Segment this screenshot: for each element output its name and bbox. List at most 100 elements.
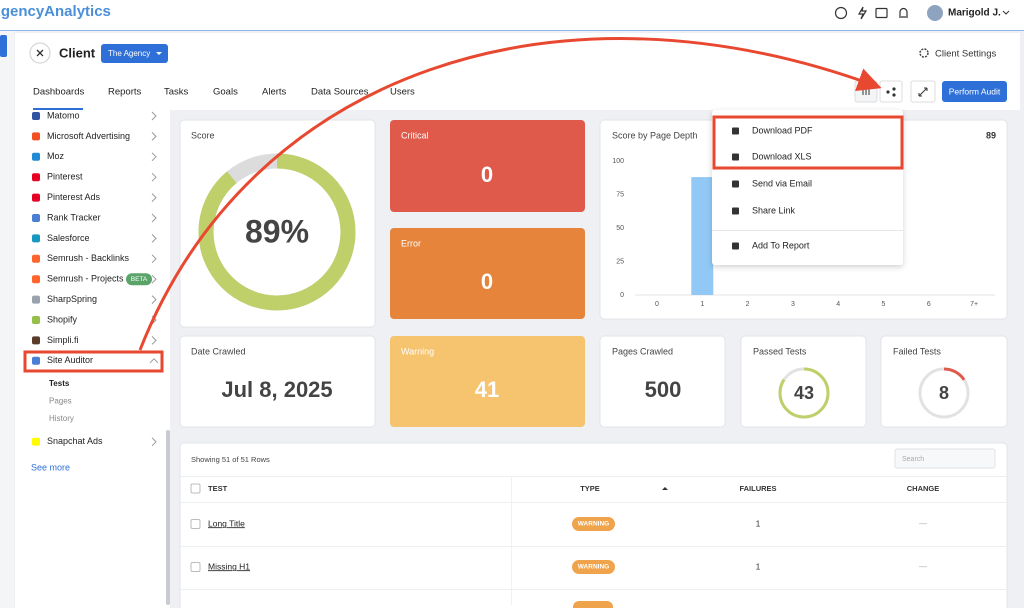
y-tick-label: 25 [616,258,624,265]
sidebar-item[interactable]: Rank Tracker [47,212,101,222]
chart-summary: 89 [986,130,996,140]
test-link[interactable]: Long Title [208,518,245,528]
user-name[interactable]: Marigold J. [948,8,1001,19]
integration-icon [32,254,40,263]
page-title: Client [59,45,96,60]
column-header[interactable]: FAILURES [739,484,776,493]
failures: 1 [756,518,761,528]
tab[interactable]: Alerts [262,87,287,98]
chevron[interactable] [149,358,159,364]
chevron[interactable] [151,295,157,304]
x-tick-label: 2 [746,301,750,308]
warning-card[interactable] [390,336,585,427]
header-checkbox[interactable] [190,483,201,494]
menu-item[interactable]: Add To Report [752,240,810,250]
chevron[interactable] [151,274,157,284]
x-tick-label: 3 [791,301,795,308]
chevron[interactable] [151,152,157,162]
sidebar-item[interactable]: Simpli.fi [47,335,79,345]
user-caret [1002,10,1010,15]
integration-icon [32,112,40,120]
tab[interactable]: Reports [108,87,142,98]
chevron[interactable] [151,234,157,243]
sidebar-item[interactable]: Pinterest Ads [47,192,101,202]
search-box[interactable] [894,448,996,469]
chevron[interactable] [151,193,157,202]
chevron[interactable] [151,132,157,141]
error-value: 0 [481,269,493,294]
sidebar-subitem[interactable]: History [49,414,74,423]
integration-icon [32,275,40,284]
error-card[interactable] [390,228,585,319]
chevron[interactable] [151,213,157,223]
avatar[interactable] [927,5,943,21]
chevron[interactable] [151,437,157,447]
menu-item[interactable]: Download PDF [752,125,813,135]
perform-audit-label[interactable]: Perform Audit [949,86,1001,96]
bell-icon[interactable] [899,7,908,18]
sidebar-item[interactable]: Microsoft Advertising [47,131,130,141]
perform-audit-button[interactable] [942,81,1007,102]
chevron[interactable] [151,172,157,182]
client-dropdown[interactable] [101,44,168,63]
tab[interactable]: Dashboards [33,87,84,98]
sidebar-item[interactable]: Semrush - Projects [47,274,124,284]
highlight-site-auditor [23,350,164,373]
column-header[interactable]: CHANGE [907,484,940,493]
change: — [919,562,927,571]
integration-icon [32,132,40,141]
folder-icon[interactable] [875,7,888,19]
score-label: Score [191,130,215,140]
column-header[interactable]: TYPE [580,484,600,493]
sidebar-item[interactable]: Shopify [47,314,78,324]
chevron[interactable] [151,111,157,121]
client-name[interactable]: The Agency [108,49,150,58]
y-tick-label: 100 [612,158,624,165]
share-button[interactable] [879,80,903,103]
sidebar-item[interactable]: SharpSpring [47,294,97,304]
menu-icon [732,207,739,215]
sidebar-item[interactable]: Site Auditor [47,355,93,365]
logo[interactable]: AgencyAnalytics [0,3,111,20]
failed-tests-value: 8 [939,383,949,403]
see-more-link[interactable]: See more [31,463,70,473]
change: — [919,519,927,528]
expand-icon [918,87,928,97]
failures: 1 [756,561,761,571]
tab[interactable]: Goals [213,87,238,98]
sidebar-item[interactable]: Semrush - Backlinks [47,253,130,263]
menu-item[interactable]: Download XLS [752,151,812,161]
test-link[interactable]: Missing H1 [208,561,250,571]
critical-card[interactable] [390,120,585,212]
integration-icon [32,336,40,345]
sidebar-subitem[interactable]: Pages [49,396,72,405]
type-badge [572,560,615,574]
menu-item[interactable]: Send via Email [752,178,812,188]
menu-item[interactable]: Share Link [752,205,796,215]
tab[interactable]: Users [390,87,415,98]
sidebar-item[interactable]: Matomo [47,110,80,120]
menu-icon [732,180,739,188]
chevron[interactable] [151,254,157,264]
table-summary: Showing 51 of 51 Rows [191,455,270,464]
chevron[interactable] [151,336,157,345]
type-badge [572,517,615,531]
tab[interactable]: Tasks [164,87,189,98]
passed-tests-card [740,335,867,428]
column-header[interactable]: TEST [208,484,228,493]
client-settings[interactable]: Client Settings [935,49,997,60]
search-placeholder[interactable]: Search [902,456,924,463]
row-checkbox[interactable] [190,519,201,529]
tab[interactable]: Data Sources [311,87,369,98]
sidebar-item[interactable]: Salesforce [47,233,90,243]
help-icon[interactable] [834,6,848,20]
bolt-icon[interactable] [857,6,868,20]
sidebar-subitem[interactable]: Tests [49,379,70,388]
row-checkbox[interactable] [190,562,201,572]
integration-icon [32,295,40,304]
rail-active[interactable] [0,35,7,57]
sidebar-item[interactable]: Pinterest [47,172,83,182]
x-tick-label: 4 [836,301,840,308]
sidebar-item[interactable]: Moz [47,151,65,161]
sidebar-item[interactable]: Snapchat Ads [47,436,103,446]
